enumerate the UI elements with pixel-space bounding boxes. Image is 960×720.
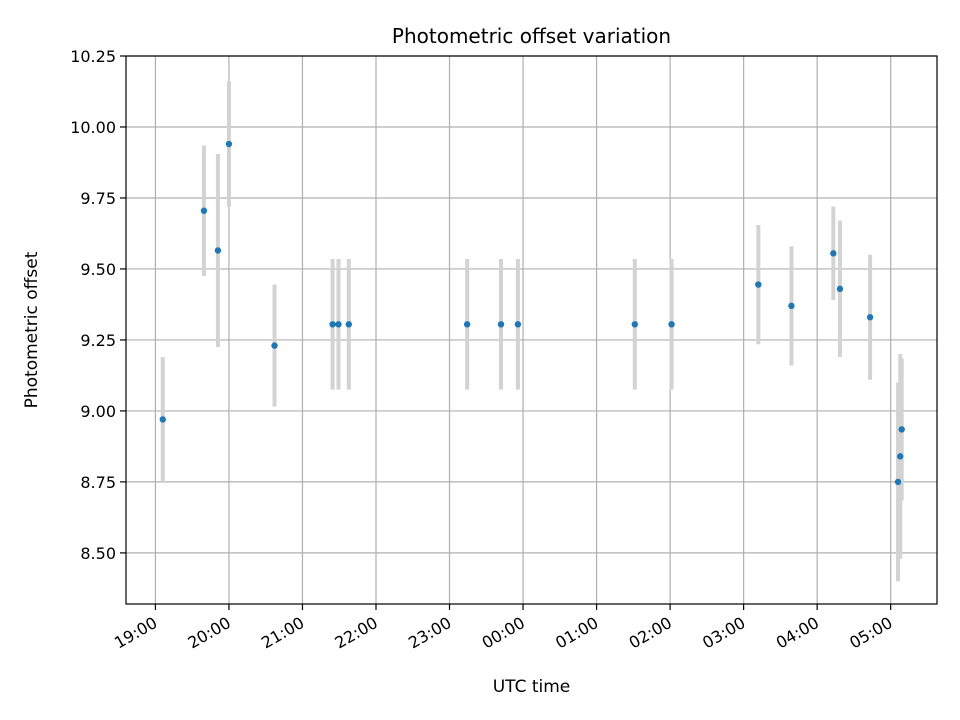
data-point [159, 416, 166, 423]
data-point [898, 426, 905, 433]
data-point [668, 321, 675, 328]
y-tick-label: 9.50 [80, 260, 116, 279]
y-axis-ticks: 8.50 8.75 9.00 9.25 9.50 9.75 10.00 10.25 [70, 47, 126, 563]
y-tick-label: 10.25 [70, 47, 116, 66]
data-point [897, 453, 904, 460]
y-tick-label: 8.75 [80, 473, 116, 492]
data-point [463, 321, 471, 328]
data-point [214, 247, 222, 254]
data-point [497, 321, 505, 328]
y-axis-label: Photometric offset [22, 251, 42, 408]
y-tick-label: 9.75 [80, 189, 116, 208]
x-axis-label: UTC time [493, 677, 571, 697]
y-tick-label: 9.25 [80, 331, 116, 350]
data-point [329, 321, 336, 328]
data-point [225, 140, 233, 148]
data-point [200, 207, 208, 214]
y-tick-label: 10.00 [70, 118, 116, 137]
data-point [335, 321, 342, 328]
data-point [836, 285, 844, 293]
data-point [271, 342, 278, 349]
data-point [631, 321, 639, 328]
data-point [345, 321, 352, 328]
data-point [830, 250, 837, 257]
plot-frame [125, 55, 938, 605]
data-point [755, 281, 762, 288]
data-points [159, 140, 905, 486]
data-point [788, 302, 795, 310]
data-point [894, 478, 902, 486]
chart-title: Photometric offset variation [392, 24, 671, 48]
grid-lines [126, 55, 937, 604]
y-tick-label: 9.00 [80, 402, 116, 421]
data-point [866, 314, 874, 321]
y-tick-label: 8.50 [80, 544, 116, 563]
data-point [514, 321, 522, 328]
